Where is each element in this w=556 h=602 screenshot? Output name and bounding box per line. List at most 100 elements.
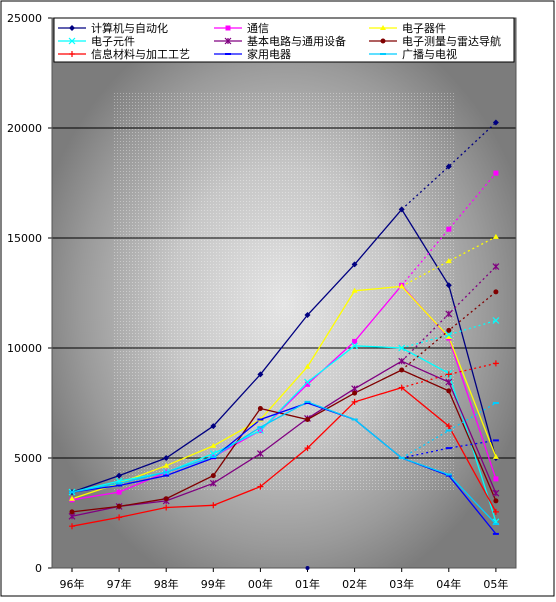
series-6-point-7: [398, 384, 405, 391]
series-2-drop-point-1: [492, 453, 499, 459]
series-projection-6: [401, 362, 497, 389]
series-3-point-8: [445, 331, 453, 339]
x-tick-label-6: 02年: [342, 577, 367, 591]
series-5-point-6: [352, 390, 358, 396]
y-tick-label-10000: 10000: [7, 342, 42, 355]
series-2-point-7: [398, 283, 405, 289]
series-1-drop-point-1: [493, 476, 499, 482]
y-tick-label-25000: 25000: [7, 12, 42, 25]
series-0-point-3: [210, 423, 217, 430]
series-2-point-6: [351, 287, 358, 293]
series-line-2: [71, 285, 402, 500]
legend-label-7: 家用电器: [247, 47, 291, 61]
series-projection-7: [401, 439, 497, 459]
series-3-point-7: [398, 344, 406, 352]
series-1-point-8: [446, 226, 452, 232]
series-5-point-4: [257, 406, 263, 411]
series-3-point-6: [351, 342, 359, 350]
series-line-8: [71, 401, 403, 493]
series-3-point-9: [492, 317, 500, 324]
x-tick-label-3: 99年: [201, 577, 226, 591]
legend-label-4: 基本电路与通用设备: [247, 34, 346, 48]
series-5-point-8: [446, 327, 452, 333]
legend-label-3: 电子元件: [91, 35, 135, 48]
series-4-drop-point-1: [492, 489, 500, 497]
series-6-point-8: [445, 371, 452, 378]
series-0-point-7: [398, 206, 405, 213]
series-4-point-7: [398, 357, 406, 365]
series-3-point-3: [209, 450, 217, 458]
series-6-drop-point-1: [492, 508, 499, 515]
series-5-drop-point-1: [493, 498, 499, 504]
series-6-point-6: [351, 398, 358, 405]
y-tick-label-15000: 15000: [7, 232, 42, 245]
series-4-point-4: [256, 450, 264, 458]
series-line-0: [71, 208, 403, 493]
series-1-point-1: [116, 489, 122, 495]
series-4-drop-point-0: [445, 378, 453, 386]
series-4-point-8: [445, 310, 453, 318]
series-6-point-0: [69, 523, 75, 530]
series-projection-0: [401, 122, 497, 210]
series-2-drop-point-0: [445, 334, 452, 339]
series-6-point-5: [304, 445, 311, 452]
legend-swatch-marker-6: [69, 51, 75, 57]
legend-label-1: 通信: [247, 22, 269, 35]
series-4-point-3: [209, 479, 217, 487]
x-tick-label-7: 03年: [389, 577, 414, 591]
legend-swatch-marker-0: [69, 25, 75, 31]
x-tick-label-5: 01年: [295, 577, 320, 591]
series-line-6: [71, 386, 402, 527]
legend-swatch-marker-4: [224, 37, 232, 45]
y-tick-label-5000: 5000: [14, 452, 42, 465]
series-5-point-7: [399, 367, 405, 373]
axes: 0 5000 10000 15000 20000 25000 96年 97年 98年 99年 00年…: [7, 12, 517, 591]
series-3-point-4: [256, 427, 264, 434]
series-5-drop-point-0: [446, 388, 452, 394]
series-6-drop-point-0: [445, 423, 452, 430]
legend-label-6: 信息材料与加工工艺: [91, 47, 190, 61]
series-2-point-0: [69, 495, 75, 501]
series-3-point-5: [304, 378, 311, 386]
series-0-point-1: [116, 472, 123, 479]
series-0-point-8: [445, 163, 452, 170]
y-tick-label-0: 0: [35, 562, 42, 575]
legend-label-2: 电子器件: [402, 22, 446, 35]
series-4-point-9: [492, 263, 500, 271]
series-5-point-0: [69, 509, 75, 515]
x-tick-label-8: 04年: [436, 577, 461, 591]
baseline-point: [305, 566, 310, 570]
series-2-point-5: [304, 363, 311, 369]
x-tick-label-1: 97年: [107, 577, 132, 591]
series-5-point-2: [163, 496, 169, 502]
series-2-point-3: [210, 442, 217, 448]
series-5-point-3: [210, 473, 216, 479]
series-2-point-2: [163, 462, 170, 468]
series-5-point-5: [305, 417, 310, 422]
series-1-point-6: [352, 338, 358, 344]
series-projection-8: [401, 402, 497, 459]
series-line-1: [71, 284, 403, 501]
x-tick-label-2: 98年: [154, 577, 179, 591]
plot-area-texture: [112, 92, 454, 492]
series-0-point-4: [257, 371, 264, 378]
series-projection-3: [401, 319, 497, 349]
series-2-point-9: [492, 233, 499, 239]
legend-label-0: 计算机与自动化: [91, 21, 168, 35]
series-5-point-1: [116, 503, 122, 509]
series-1-point-9: [493, 170, 499, 176]
legend-label-8: 广播与电视: [402, 47, 457, 61]
legend-box: [53, 17, 515, 63]
series-0-drop-point-0: [445, 282, 452, 289]
x-tick-label-0: 96年: [60, 577, 85, 591]
series-markers: [68, 119, 500, 570]
legend-swatch-marker-3: [68, 37, 76, 45]
series-2-point-8: [445, 258, 452, 264]
x-tick-label-4: 00年: [248, 577, 273, 591]
legend-swatch-marker-1: [225, 25, 231, 31]
legend-swatch-marker-5: [380, 38, 386, 44]
series-6-point-1: [116, 514, 123, 521]
